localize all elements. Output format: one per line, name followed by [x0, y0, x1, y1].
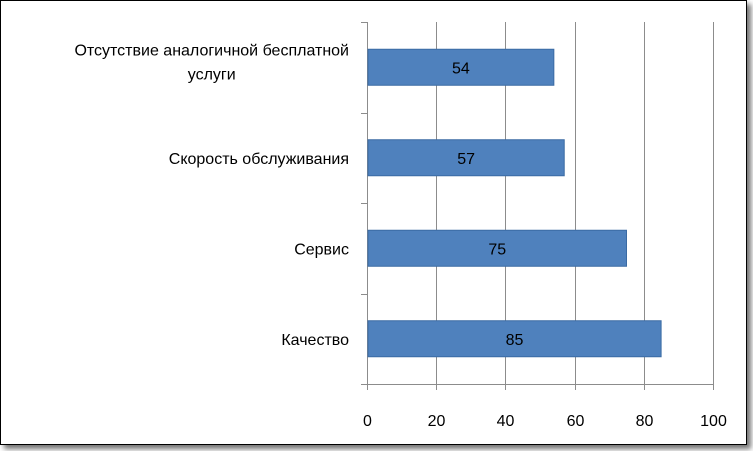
category-label-line: Отсутствие аналогичной бесплатной	[74, 42, 349, 59]
bar	[367, 229, 627, 267]
x-tick-label: 20	[428, 413, 446, 430]
x-tick-label: 100	[700, 413, 727, 430]
bar	[367, 320, 662, 358]
x-tick-label: 40	[497, 413, 515, 430]
category-label-line: услуги	[188, 66, 236, 83]
x-tick-label: 60	[567, 413, 585, 430]
category-label: Качество	[281, 332, 349, 349]
bar	[367, 139, 565, 177]
category-label-line: Качество	[281, 332, 349, 349]
bar	[367, 48, 555, 86]
category-label-line: Сервис	[294, 241, 349, 258]
category-label-line: Скорость обслуживания	[169, 151, 349, 168]
x-tick-label: 80	[636, 413, 654, 430]
labels: 0 20 40 60 80 100 54 Отсутствие аналогичной бес…	[74, 42, 727, 430]
category-label: Сервис	[294, 241, 349, 258]
bar-value-label: 57	[457, 151, 475, 168]
category-label: Отсутствие аналогичной бесплатной услуги	[74, 42, 349, 83]
bar-value-label: 75	[488, 241, 506, 258]
category-label: Скорость обслуживания	[169, 151, 349, 168]
x-tick-label: 0	[363, 413, 372, 430]
bars	[367, 48, 662, 358]
bar-value-label: 85	[506, 332, 524, 349]
bar-value-label: 54	[452, 60, 470, 77]
